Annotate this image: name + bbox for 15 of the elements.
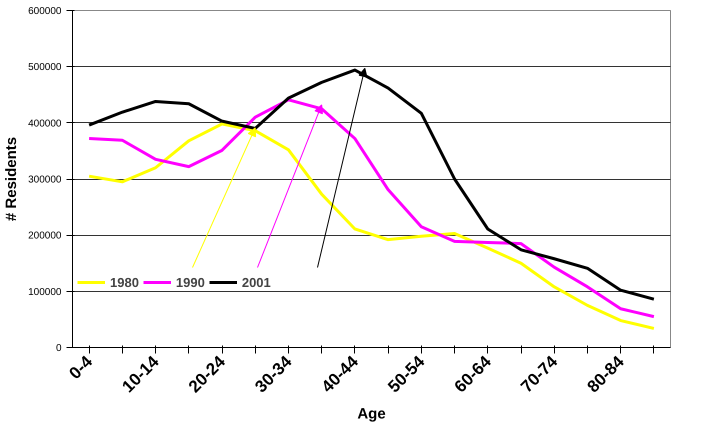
x-tick-label: 0-4 (65, 352, 97, 383)
line-series (88, 98, 656, 318)
y-tick-label: 100000 (28, 286, 62, 298)
legend-label: 1990 (176, 274, 205, 290)
y-tick-label: 200000 (28, 230, 62, 242)
y-tick-label: 600000 (28, 6, 62, 17)
y-tick-label: 500000 (28, 62, 62, 74)
y-tick-label: 400000 (28, 118, 62, 130)
y-tick-label: 0 (56, 343, 62, 354)
y-tick-label: 300000 (28, 174, 62, 186)
line-series (88, 122, 656, 330)
legend-label: 1980 (110, 274, 139, 290)
x-axis-title: Age (357, 406, 386, 423)
legend-label: 2001 (242, 274, 271, 290)
y-axis-title: # Residents (3, 136, 20, 222)
